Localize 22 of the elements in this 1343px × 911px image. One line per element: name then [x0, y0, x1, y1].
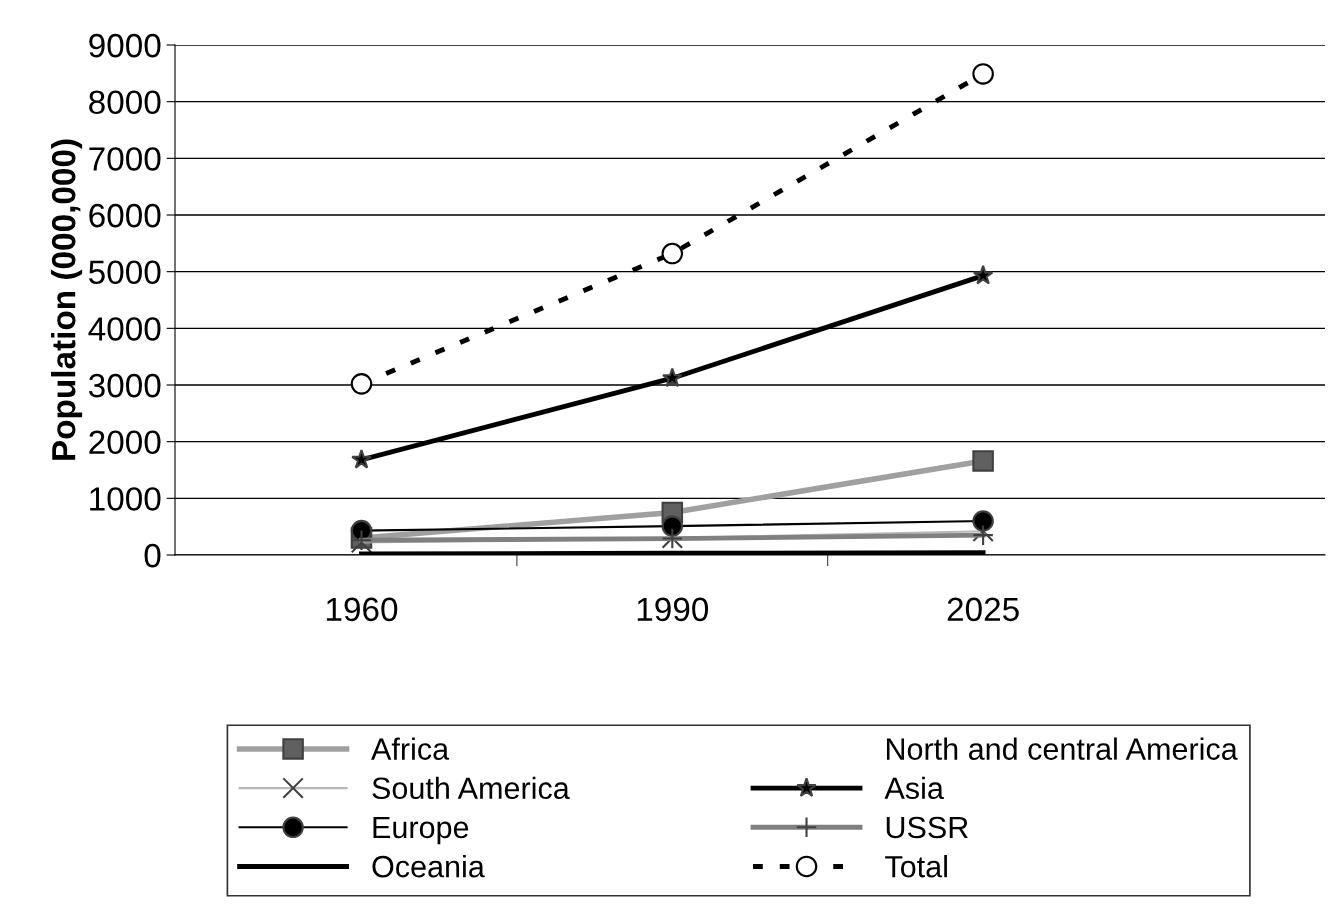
y-axis-title: Population (000,000) — [51, 139, 83, 460]
y-tick-label: 4000 — [88, 317, 161, 341]
y-tick-label: 9000 — [89, 33, 161, 58]
legend-label: Europe — [373, 816, 469, 845]
x-tick-label: 1990 — [637, 597, 709, 622]
y-tick-label: 1000 — [90, 487, 161, 511]
legend-label: Total — [885, 855, 947, 878]
y-tick-label: 6000 — [89, 203, 161, 228]
y-tick-label: 2000 — [89, 430, 161, 455]
x-tick-label: 2025 — [947, 597, 1019, 622]
y-tick-label: 3000 — [88, 373, 161, 398]
y-tick-label: 0 — [144, 543, 161, 568]
y-tick-label: 7000 — [89, 147, 161, 171]
x-tick-label: 1960 — [326, 597, 398, 622]
text: North and central America — [886, 737, 1238, 760]
legend-label: South America — [372, 776, 570, 800]
legend-label: Asia — [884, 776, 944, 800]
legend-label: USSR — [886, 816, 968, 839]
y-tick-label: 8000 — [89, 90, 161, 115]
y-tick-label: 5000 — [88, 260, 161, 285]
legend-label: Oceania — [372, 855, 485, 878]
legend-label: Africa — [371, 737, 450, 760]
